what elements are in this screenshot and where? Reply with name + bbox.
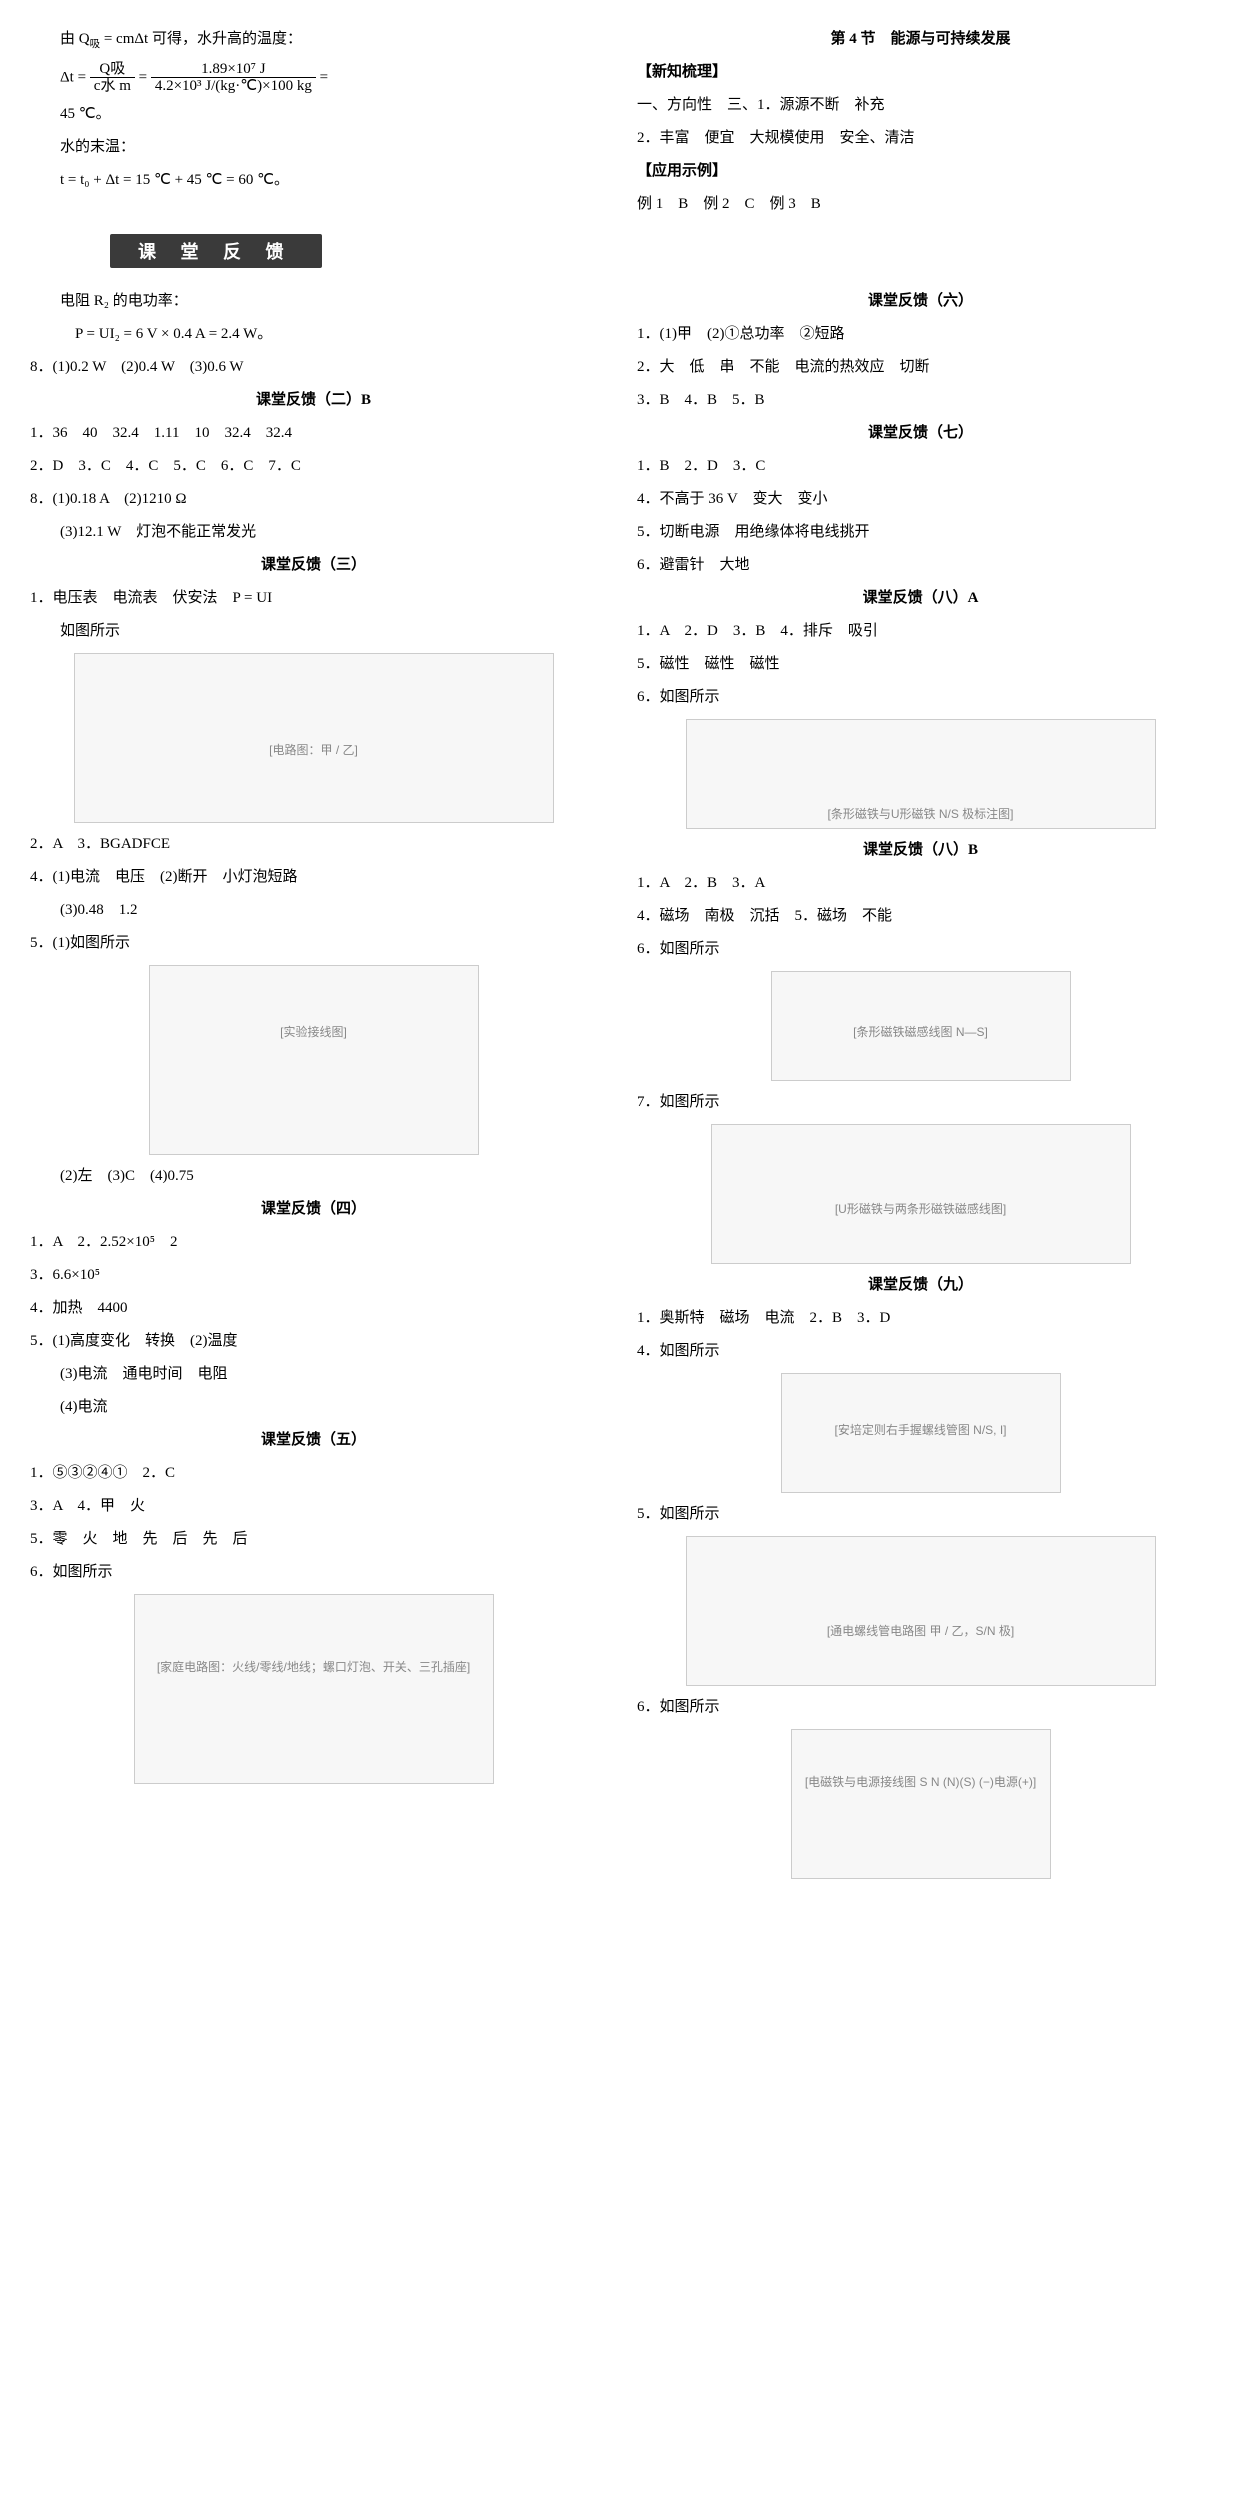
heading-fb5: 课堂反馈（五） [30, 1427, 597, 1454]
left-l01: 电阻 R₂ 的电功率： [30, 288, 597, 315]
feedback-banner: 课 堂 反 馈 [110, 234, 322, 268]
right-r11: 1．A 2．B 3．A [637, 870, 1204, 897]
right-r02: 2．大 低 串 不能 电流的热效应 切断 [637, 354, 1204, 381]
top-left-line5: t = t₀ + Δt = 15 ℃ + 45 ℃ = 60 ℃。 [30, 167, 597, 194]
left-l03: 8．(1)0.2 W (2)0.4 W (3)0.6 W [30, 354, 597, 381]
left-l05: 2．D 3．C 4．C 5．C 6．C 7．C [30, 453, 597, 480]
figure-1: [电路图：甲 / 乙] [74, 653, 554, 823]
tr-row2: 2．丰富 便宜 大规模使用 安全、清洁 [637, 125, 1204, 152]
right-column: 课堂反馈（六） 1．(1)甲 (2)①总功率 ②短路 2．大 低 串 不能 电流… [637, 282, 1204, 1887]
top-left-line3: 45 ℃。 [30, 101, 597, 128]
left-l11: 4．(1)电流 电压 (2)断开 小灯泡短路 [30, 864, 597, 891]
left-l10: 2．A 3．BGADFCE [30, 831, 597, 858]
figure-2: [实验接线图] [149, 965, 479, 1155]
left-column: 电阻 R₂ 的电功率： P = UI₂ = 6 V × 0.4 A = 2.4 … [30, 282, 597, 1887]
heading-fb2: 课堂反馈（二）B [30, 387, 597, 414]
right-r07: 6．避雷针 大地 [637, 552, 1204, 579]
heading-fb8a: 课堂反馈（八）A [637, 585, 1204, 612]
right-r01: 1．(1)甲 (2)①总功率 ②短路 [637, 321, 1204, 348]
section4-title: 第 4 节 能源与可持续发展 [637, 26, 1204, 53]
right-r06: 5．切断电源 用绝缘体将电线挑开 [637, 519, 1204, 546]
right-r05: 4．不高于 36 V 变大 变小 [637, 486, 1204, 513]
heading-fb6: 课堂反馈（六） [637, 288, 1204, 315]
left-l02: P = UI₂ = 6 V × 0.4 A = 2.4 W。 [30, 321, 597, 348]
left-l16: 3．6.6×10⁵ [30, 1262, 597, 1289]
figure-8: [通电螺线管电路图 甲 / 乙，S/N 极] [686, 1536, 1156, 1686]
figure-4: [条形磁铁与U形磁铁 N/S 极标注图] [686, 719, 1156, 829]
right-r03: 3．B 4．B 5．B [637, 387, 1204, 414]
left-l19: (3)电流 通电时间 电阻 [30, 1361, 597, 1388]
right-r04: 1．B 2．D 3．C [637, 453, 1204, 480]
left-l21: 1．⑤③②④① 2．C [30, 1460, 597, 1487]
left-l14: (2)左 (3)C (4)0.75 [30, 1163, 597, 1190]
left-l18: 5．(1)高度变化 转换 (2)温度 [30, 1328, 597, 1355]
left-l06: 8．(1)0.18 A (2)1210 Ω [30, 486, 597, 513]
left-l04: 1．36 40 32.4 1.11 10 32.4 32.4 [30, 420, 597, 447]
heading-fb7: 课堂反馈（七） [637, 420, 1204, 447]
heading-yingyong: 【应用示例】 [637, 158, 1204, 185]
top-left-equation: Δt = Q吸 c水 m = 1.89×10⁷ J 4.2×10³ J/(kg·… [30, 61, 597, 95]
heading-fb4: 课堂反馈（四） [30, 1196, 597, 1223]
left-l20: (4)电流 [30, 1394, 597, 1421]
figure-6: [U形磁铁与两条形磁铁磁感线图] [711, 1124, 1131, 1264]
heading-fb8b: 课堂反馈（八）B [637, 837, 1204, 864]
left-l07: (3)12.1 W 灯泡不能正常发光 [30, 519, 597, 546]
heading-fb9: 课堂反馈（九） [637, 1272, 1204, 1299]
heading-xinzhi: 【新知梳理】 [637, 59, 1204, 86]
figure-9: [电磁铁与电源接线图 S N (N)(S) (−)电源(+)] [791, 1729, 1051, 1879]
top-left-line1: 由 Q吸 = cmΔt 可得，水升高的温度： [30, 26, 597, 55]
left-l15: 1．A 2．2.52×10⁵ 2 [30, 1229, 597, 1256]
figure-3: [家庭电路图：火线/零线/地线；螺口灯泡、开关、三孔插座] [134, 1594, 494, 1784]
tr-row3: 例 1 B 例 2 C 例 3 B [637, 191, 1204, 218]
tr-row1: 一、方向性 三、1．源源不断 补充 [637, 92, 1204, 119]
top-left-line4: 水的末温： [30, 134, 597, 161]
left-l17: 4．加热 4400 [30, 1295, 597, 1322]
